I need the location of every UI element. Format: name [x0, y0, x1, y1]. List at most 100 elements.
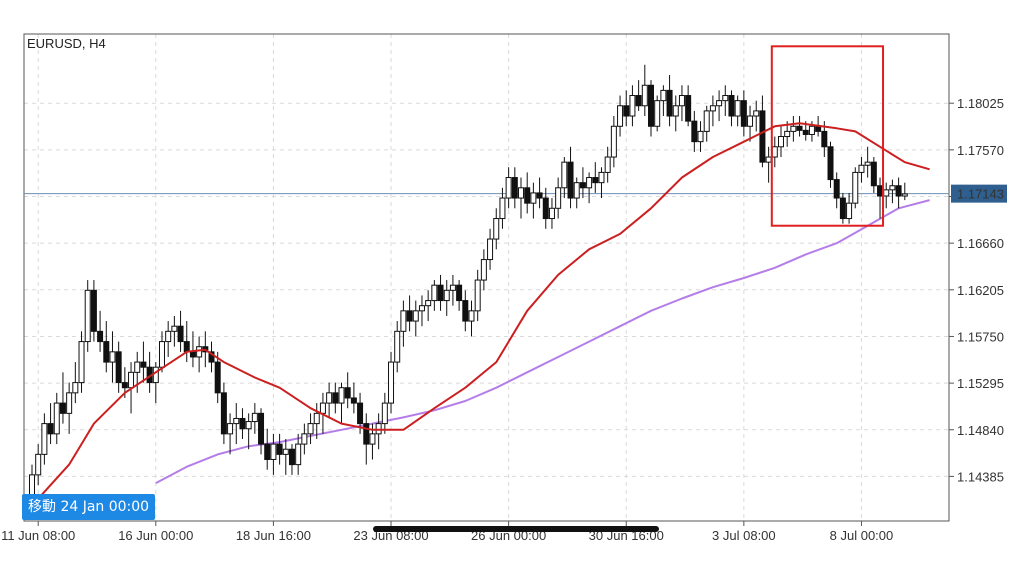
candle-body: [901, 193, 908, 197]
candle: [400, 300, 407, 347]
candle-body: [480, 259, 487, 281]
candle-body: [41, 423, 48, 455]
candle: [183, 321, 190, 363]
candle: [239, 408, 246, 439]
candle: [227, 413, 234, 455]
candle: [326, 382, 333, 419]
candle-body: [852, 171, 859, 204]
candle: [771, 136, 778, 168]
candle-body: [511, 177, 518, 199]
candle-body: [877, 185, 884, 197]
candle-body: [802, 129, 809, 135]
candle-body: [610, 125, 617, 158]
candle-body: [777, 136, 784, 148]
candle: [889, 179, 896, 204]
candle-body: [245, 421, 252, 430]
fast-moving-average-line: [31, 122, 930, 507]
candle: [672, 95, 679, 132]
candle-body: [443, 289, 450, 302]
candle: [864, 146, 871, 178]
candle-body: [666, 89, 673, 117]
candle: [716, 90, 723, 122]
candle: [734, 95, 741, 127]
candle-body: [264, 443, 271, 460]
candle-body: [437, 284, 444, 302]
candle-body: [858, 164, 865, 173]
candle-body: [301, 433, 308, 445]
candle: [115, 341, 122, 393]
candle-body: [449, 284, 456, 291]
candle-body: [592, 177, 599, 184]
scroll-handle[interactable]: [373, 526, 659, 532]
candle: [833, 172, 840, 209]
candle: [796, 116, 803, 137]
x-tick-label: 8 Jul 00:00: [830, 528, 894, 543]
candle-body: [796, 125, 803, 131]
candle-body: [864, 161, 871, 166]
candle-body: [524, 187, 531, 204]
y-tick-label: 1.14385: [957, 469, 1004, 484]
candle: [456, 280, 463, 311]
candle: [208, 341, 215, 373]
candle: [666, 75, 673, 127]
candle-body: [846, 202, 853, 220]
candle-body: [753, 110, 760, 117]
candle: [858, 157, 865, 183]
candle-body: [635, 95, 642, 107]
candle: [709, 95, 716, 127]
candle: [660, 85, 667, 117]
candle: [617, 95, 624, 137]
candle: [35, 444, 42, 486]
candle: [765, 146, 772, 183]
candle-body: [177, 325, 184, 343]
candle-body: [140, 361, 147, 368]
candle-body: [827, 146, 834, 181]
candle-body: [251, 412, 258, 423]
current-price-tag: 1.17143: [957, 187, 1004, 202]
candle: [722, 85, 729, 117]
candle-body: [29, 474, 35, 496]
candle-body: [208, 351, 215, 363]
candle-body: [728, 95, 735, 117]
candle-body: [165, 330, 172, 343]
candle-body: [660, 89, 667, 102]
candle-body: [400, 310, 407, 332]
candle: [388, 351, 395, 414]
candle: [59, 372, 66, 424]
y-tick-label: 1.16205: [957, 283, 1004, 298]
candle: [604, 146, 611, 183]
candle: [747, 105, 754, 142]
candle: [499, 187, 506, 229]
candle-body: [499, 197, 506, 220]
candle-body: [418, 305, 425, 312]
candle-body: [505, 177, 512, 199]
candle: [84, 280, 91, 352]
candle: [245, 413, 252, 450]
candle-body: [747, 115, 754, 127]
candle: [375, 413, 382, 450]
x-tick-label: 11 Jun 08:00: [1, 528, 75, 543]
candle: [846, 192, 853, 224]
candle-body: [128, 371, 135, 389]
candle: [307, 413, 314, 445]
candle-body: [220, 392, 227, 435]
candle-body: [288, 448, 295, 466]
candle-body: [740, 100, 747, 127]
candle: [536, 177, 543, 209]
candle: [53, 392, 60, 445]
candle-body: [654, 100, 661, 127]
candle: [406, 295, 413, 332]
candle-body: [307, 423, 314, 435]
candle-body: [394, 330, 401, 363]
candle-body: [561, 161, 568, 189]
jump-to-date-button[interactable]: 移動 24 Jan 00:00: [22, 494, 156, 520]
candle-body: [579, 182, 586, 189]
candle: [883, 182, 890, 209]
candle: [468, 300, 475, 337]
candle-body: [425, 300, 432, 307]
candle-body: [567, 161, 574, 199]
candle-body: [518, 187, 525, 199]
candle-body: [270, 443, 277, 460]
candle: [753, 100, 760, 132]
candle-body: [338, 387, 345, 404]
